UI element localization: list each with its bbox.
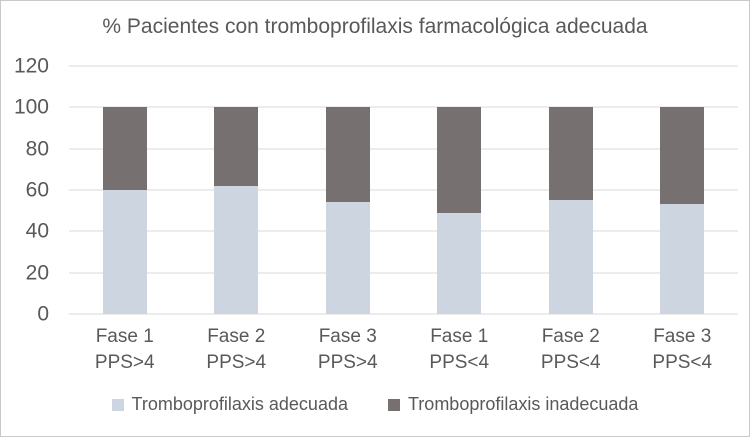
x-category-label-line: Fase 3 [318,326,377,347]
legend-label: Tromboprofilaxis inadecuada [407,394,639,414]
x-category-label-line: PPS>4 [206,352,267,373]
gridline-120 [69,65,738,67]
x-axis-labels: Fase 1 PPS>4 Fase 2 PPS>4 Fase 3 PPS>4 Fase 1 P… [69,324,738,376]
x-category-label-line: Fase 2 [541,326,600,347]
x-category-label-3: Fase 3 PPS>4 [292,324,404,376]
bars-layer [69,66,738,314]
gridline-40 [69,230,738,232]
bar-segment-tromboprofilaxis-adecuada [214,185,259,314]
bar-segment-tromboprofilaxis-adecuada [102,190,147,314]
bar-slot-4 [404,66,516,314]
y-tick-label-60: 60 [25,178,49,202]
bar-segment-tromboprofilaxis-inadecuada [214,107,259,186]
bar-slot-2 [181,66,293,314]
bar-segment-tromboprofilaxis-adecuada [325,202,370,314]
bar-stack-5 [548,107,593,314]
bar-stack-4 [437,107,482,314]
bar-stack-3 [325,107,370,314]
x-category-label-4: Fase 1 PPS<4 [404,324,516,376]
x-category-label-6: Fase 3 PPS<4 [627,324,739,376]
y-tick-label-20: 20 [25,261,49,285]
bar-stack-2 [214,107,259,314]
bar-segment-tromboprofilaxis-inadecuada [102,107,147,190]
plot-area [69,65,738,315]
x-category-label-1: Fase 1 PPS>4 [69,324,181,376]
chart-title: % Pacientes con tromboprofilaxis farmaco… [102,15,648,38]
x-category-label-line: Fase 2 [207,326,266,347]
y-tick-label-80: 80 [25,137,49,161]
bar-slot-5 [515,66,627,314]
x-category-label-line: PPS<4 [540,352,601,373]
bar-segment-tromboprofilaxis-inadecuada [548,107,593,201]
gridline-20 [69,272,738,274]
gridline-80 [69,148,738,150]
y-tick-label-0: 0 [37,302,49,326]
legend: Tromboprofilaxis adecuada Tromboprofilaxi… [1,394,749,415]
bar-segment-tromboprofilaxis-adecuada [548,200,593,314]
gridline-100 [69,106,738,108]
gridline-60 [69,189,738,191]
gridline-0 [69,313,738,315]
x-category-label-5: Fase 2 PPS<4 [515,324,627,376]
bar-slot-1 [69,66,181,314]
bar-slot-3 [292,66,404,314]
x-category-label-line: Fase 1 [95,326,154,347]
x-category-label-line: PPS<4 [429,352,490,373]
bar-segment-tromboprofilaxis-adecuada [437,212,482,314]
x-category-label-line: PPS>4 [94,352,155,373]
x-category-label-2: Fase 2 PPS>4 [181,324,293,376]
y-tick-label-100: 100 [13,95,49,119]
x-category-label-line: PPS>4 [317,352,378,373]
legend-label: Tromboprofilaxis adecuada [131,394,348,414]
y-tick-label-40: 40 [25,219,49,243]
x-category-label-line: PPS<4 [652,352,713,373]
x-category-label-line: Fase 3 [653,326,712,347]
bar-segment-tromboprofilaxis-adecuada [660,204,705,314]
x-category-label-line: Fase 1 [430,326,489,347]
legend-item-tromboprofilaxis-inadecuada: Tromboprofilaxis inadecuada [387,394,639,415]
legend-swatch-icon [387,398,400,411]
bar-segment-tromboprofilaxis-inadecuada [660,107,705,205]
legend-swatch-icon [111,398,124,411]
y-tick-label-120: 120 [13,54,49,78]
bar-slot-6 [627,66,739,314]
bar-segment-tromboprofilaxis-inadecuada [437,107,482,213]
bar-stack-6 [660,107,705,314]
legend-item-tromboprofilaxis-adecuada: Tromboprofilaxis adecuada [111,394,348,415]
bar-segment-tromboprofilaxis-inadecuada [325,107,370,203]
bar-stack-1 [102,107,147,314]
y-axis-labels: 0 20 40 60 80 100 120 [1,56,49,325]
